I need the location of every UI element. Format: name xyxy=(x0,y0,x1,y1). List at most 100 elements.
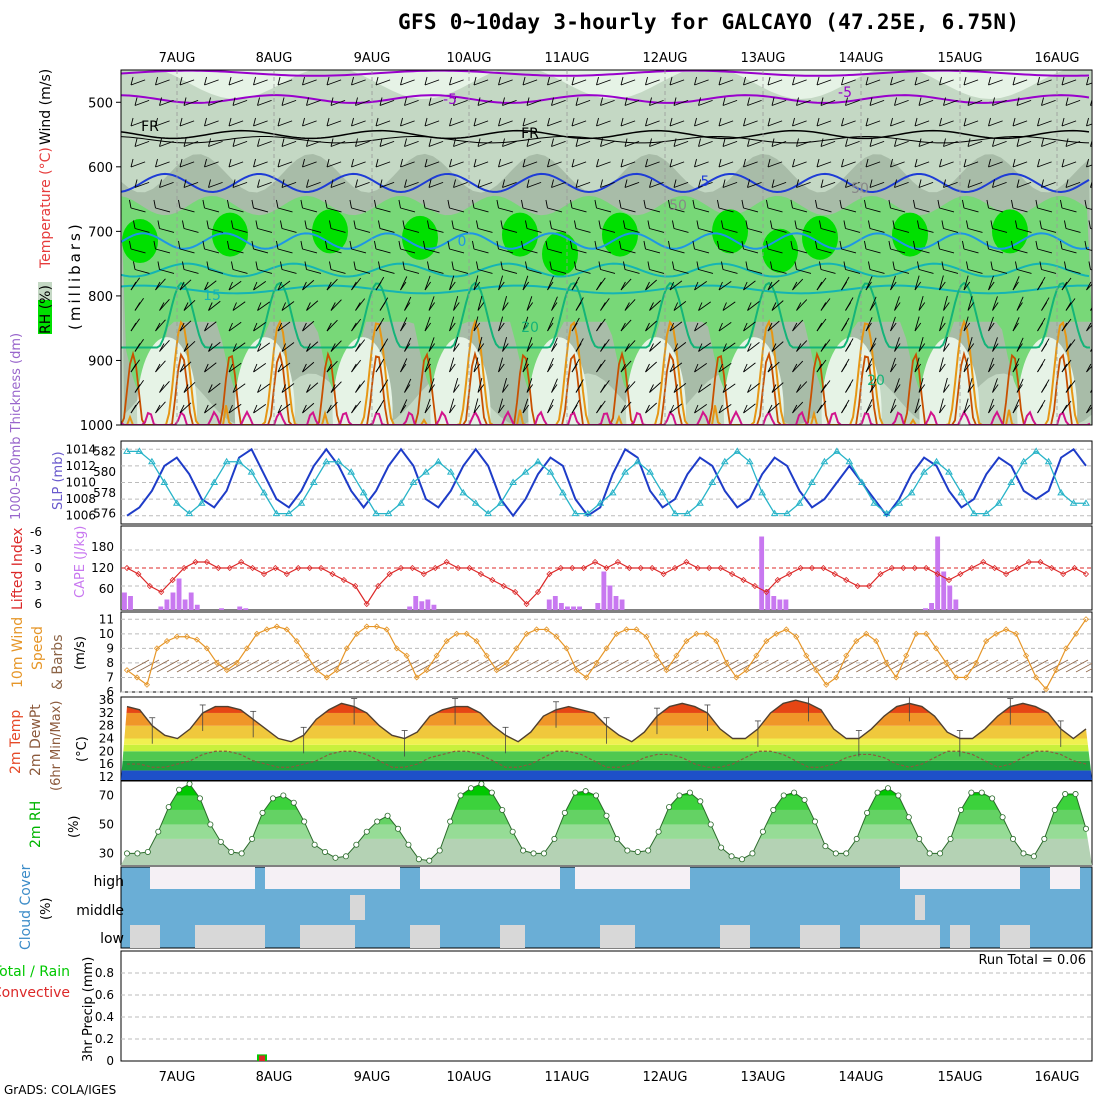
cape-bar xyxy=(431,604,437,610)
rh2m-marker xyxy=(436,847,443,854)
surface-dry-dome xyxy=(626,337,686,425)
precip-unit: 3hr Precip (mm) xyxy=(81,957,96,1062)
rh2m-marker xyxy=(301,818,308,825)
wind-barb-flag xyxy=(400,363,407,373)
wind-barb-shaft xyxy=(939,207,955,213)
wind-barb-shaft xyxy=(869,181,885,188)
wind10-tick-label: 9 xyxy=(106,641,114,655)
wind-barb-shaft xyxy=(722,342,736,352)
wind-barb-flag xyxy=(255,261,258,270)
li-tick-label: -3 xyxy=(30,543,42,557)
wind-barb-flag xyxy=(281,138,285,147)
wind-barb-flag xyxy=(816,322,823,332)
temp-band xyxy=(121,751,1092,761)
wind-barb-flag xyxy=(280,220,283,229)
wind-barb-shaft xyxy=(547,120,562,127)
wind-barb-flag xyxy=(645,76,648,86)
wind-barb-shaft xyxy=(894,378,900,393)
wind-barb-shaft xyxy=(526,337,533,352)
wind10-marker xyxy=(543,626,550,633)
wind-barb-flag xyxy=(277,76,281,86)
lifted-index-marker xyxy=(226,564,233,572)
wind10-marker xyxy=(703,630,710,637)
rh2m-marker xyxy=(947,835,954,842)
wind-barb-shaft xyxy=(992,378,998,393)
wind-barb-flag xyxy=(281,97,285,106)
wind10-marker xyxy=(353,630,360,637)
wind-barb-shaft xyxy=(673,341,687,352)
wind-barb-flag xyxy=(355,384,361,393)
wind-barb-flag xyxy=(771,302,777,311)
wind-barb-flag xyxy=(645,117,648,127)
wind-barb-flag xyxy=(841,117,844,127)
wind-barb-shaft xyxy=(988,275,994,291)
rh2m-marker xyxy=(520,847,527,854)
thickness-marker xyxy=(596,499,605,506)
wind-barb-shaft xyxy=(228,120,244,127)
wind-barb-shaft xyxy=(698,269,714,274)
temperature-contours xyxy=(121,70,1091,425)
wind-barb-flag xyxy=(522,363,530,373)
wind-barb-flag xyxy=(767,158,771,168)
wind-barb-shaft xyxy=(473,79,489,86)
wind-barb-shaft xyxy=(1016,228,1032,233)
wind-barb-flag xyxy=(402,220,405,229)
wind-barb-shaft xyxy=(400,207,416,213)
precip-axis: 0.80.60.40.20 xyxy=(95,966,114,1068)
wind-barb-shaft xyxy=(845,269,861,274)
wind-barb-flag xyxy=(669,363,675,373)
wind-barb-shaft xyxy=(355,99,370,106)
wind-barb-shaft xyxy=(743,321,756,332)
wind-barb-flag xyxy=(349,199,352,209)
wind-barb-shaft xyxy=(330,228,346,233)
wind-barb-flag xyxy=(208,138,211,147)
temp2m-tick-label: 36 xyxy=(99,693,114,707)
cape-bar xyxy=(947,585,953,610)
wind-barb-shaft xyxy=(134,181,150,188)
wind-barb-shaft xyxy=(796,181,811,188)
rh2m-marker xyxy=(1041,835,1048,842)
wind10-barb xyxy=(646,659,669,673)
wind10-marker xyxy=(873,638,880,645)
wind-barb-shaft xyxy=(204,79,219,86)
wind-barb-flag xyxy=(277,117,281,127)
thickness-marker xyxy=(260,488,268,496)
wind10-barb xyxy=(905,659,929,673)
wind-barb-flag xyxy=(159,384,165,393)
wind-barb-shaft xyxy=(914,275,920,291)
wind-barb-flag xyxy=(890,117,893,127)
wind10-barb xyxy=(446,659,469,673)
wind-barb-shaft xyxy=(694,120,709,127)
wind-barb-shaft xyxy=(649,382,661,393)
wind-barb-flag xyxy=(498,117,501,127)
wind-barb-flag xyxy=(937,199,940,209)
lifted-index-marker xyxy=(329,570,336,578)
wind-barb-shaft xyxy=(988,398,994,414)
wind10-marker xyxy=(1082,616,1090,623)
wind10-marker xyxy=(413,674,420,681)
wind-barb-shaft xyxy=(600,99,615,106)
wind-barb-flag xyxy=(669,281,675,291)
wind-barb-shaft xyxy=(257,181,272,188)
wind-barb-flag xyxy=(545,199,548,209)
wind-barb-flag xyxy=(355,138,358,147)
wind-barb-flag xyxy=(427,261,430,270)
wind-barb-flag xyxy=(643,199,646,209)
wind-barb-shaft xyxy=(477,336,483,352)
rh2m-marker xyxy=(728,853,735,860)
wind-barb-flag xyxy=(379,302,386,311)
wind-barb-flag xyxy=(939,322,946,332)
cloud-low-patch xyxy=(195,925,265,948)
cloud-high-gap xyxy=(900,867,1020,889)
wind-barb-flag xyxy=(502,138,505,147)
wind10-marker xyxy=(133,674,141,681)
rh2m-marker xyxy=(207,821,214,828)
wind10-marker xyxy=(723,659,730,666)
wind-barb-flag xyxy=(571,363,578,373)
contour-label: FR xyxy=(521,126,539,142)
wind10-barb xyxy=(416,659,439,673)
thickness-marker xyxy=(571,509,580,517)
wind-barb-shaft xyxy=(890,316,896,332)
wind-barb-flag xyxy=(522,281,530,291)
wind-barb-shaft xyxy=(306,382,319,393)
